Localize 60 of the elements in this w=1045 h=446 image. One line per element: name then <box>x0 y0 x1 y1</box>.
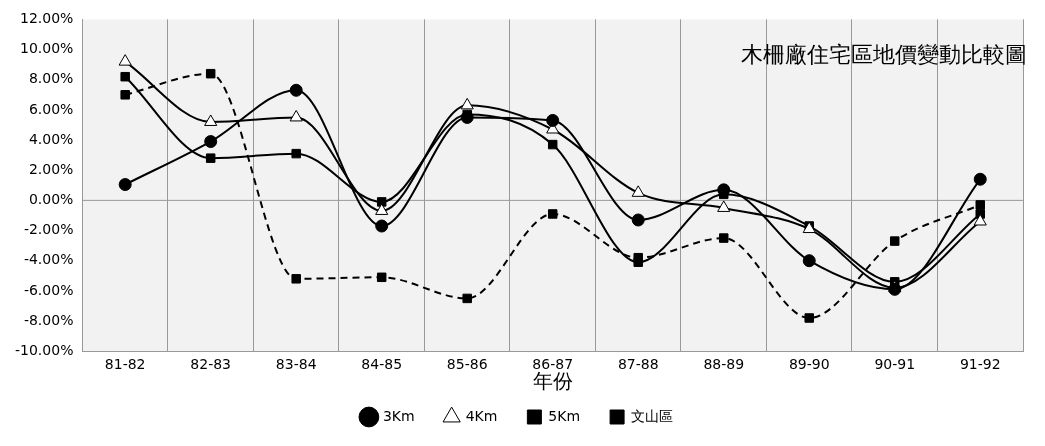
point <box>890 236 900 246</box>
point <box>718 233 729 243</box>
y-tick-label: 0.00% <box>28 191 74 208</box>
point <box>804 313 814 323</box>
point <box>205 68 216 79</box>
y-tick-label: -10.00% <box>15 341 74 358</box>
legend-label: 5Km <box>548 407 581 424</box>
point <box>460 97 474 110</box>
point <box>888 282 902 296</box>
point <box>205 153 216 163</box>
point <box>375 219 389 233</box>
point <box>717 200 731 212</box>
x-tick-label: 88-89 <box>703 356 745 373</box>
point <box>204 135 218 149</box>
x-tick-label: 85-86 <box>446 356 488 373</box>
point <box>289 83 303 97</box>
point <box>462 293 472 304</box>
x-tick-label: 89-90 <box>788 356 830 373</box>
point <box>975 200 985 210</box>
y-tick-label: 10.00% <box>20 40 74 57</box>
point <box>973 172 987 186</box>
y-tick-label: -6.00% <box>23 281 74 298</box>
point <box>633 257 643 267</box>
x-tick-label: 91-92 <box>959 356 1001 373</box>
point <box>120 90 130 100</box>
point <box>376 272 387 283</box>
x-tick-label: 87-88 <box>617 356 659 373</box>
point <box>289 109 303 122</box>
y-tick-label: 4.00% <box>28 130 74 147</box>
point <box>291 274 301 284</box>
x-tick-label: 83-84 <box>275 356 317 373</box>
x-tick-label: 81-82 <box>104 356 146 373</box>
point <box>802 254 816 268</box>
y-tick-label: -8.00% <box>23 311 74 328</box>
y-tick-label: -2.00% <box>23 221 74 238</box>
point <box>547 209 558 219</box>
point <box>631 185 645 197</box>
point <box>546 113 560 127</box>
legend-label: 4Km <box>465 407 498 424</box>
point <box>291 148 301 159</box>
point <box>547 139 558 150</box>
y-tick-label: 8.00% <box>28 70 74 87</box>
x-tick-label: 90-91 <box>874 356 916 373</box>
point <box>973 214 987 226</box>
legend-label: 文山區 <box>631 407 674 424</box>
point <box>120 71 130 82</box>
point <box>631 213 645 227</box>
x-tick-label: 82-83 <box>190 356 232 373</box>
point <box>375 203 389 215</box>
x-tick-label: 84-85 <box>361 356 403 373</box>
legend-label: 3Km <box>382 407 415 424</box>
y-tick-label: -4.00% <box>23 251 74 268</box>
y-tick-label: 2.00% <box>28 160 74 177</box>
y-tick-label: 12.00% <box>20 10 74 27</box>
point <box>376 197 387 207</box>
y-tick-label: 6.00% <box>28 100 74 117</box>
text: 木柵廠住宅區地價變動比較圖 <box>741 42 1027 68</box>
point <box>118 178 132 192</box>
point <box>118 54 132 66</box>
point <box>204 114 218 126</box>
